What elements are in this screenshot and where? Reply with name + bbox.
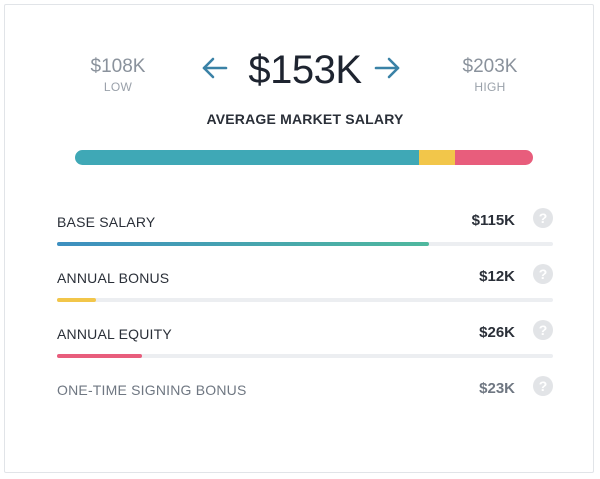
component-value: $26K: [479, 324, 515, 341]
question-mark-icon[interactable]: ?: [533, 208, 553, 228]
question-mark-icon[interactable]: ?: [533, 264, 553, 284]
component-value: $115K: [471, 212, 515, 229]
salary-card: $108K LOW $153K $203K HIGH AVERAGE MARKE…: [4, 4, 594, 473]
component-track: [57, 354, 553, 358]
component-value: $23K: [479, 380, 515, 397]
stacked-segment-base: [75, 150, 419, 165]
average-salary-value: $153K: [248, 48, 362, 92]
low-salary-label: LOW: [103, 80, 133, 94]
component-track: [57, 242, 553, 246]
component-row-annual-bonus: ANNUAL BONUS $12K ?: [57, 262, 553, 308]
salary-breakdown-bar: [75, 150, 533, 165]
question-mark-icon[interactable]: ?: [533, 376, 553, 396]
high-salary: $203K HIGH: [445, 55, 535, 95]
high-salary-value: $203K: [462, 56, 518, 77]
high-salary-label: HIGH: [474, 80, 506, 94]
component-fill: [57, 242, 430, 246]
stacked-segment-equity: [454, 150, 533, 165]
component-value: $12K: [479, 268, 515, 285]
component-label: ANNUAL BONUS: [57, 270, 170, 286]
arrow-right-icon[interactable]: [373, 53, 403, 83]
low-salary-value: $108K: [90, 56, 146, 77]
question-mark-icon[interactable]: ?: [533, 320, 553, 340]
component-row-annual-equity: ANNUAL EQUITY $26K ?: [57, 318, 553, 364]
component-label: ANNUAL EQUITY: [57, 326, 172, 342]
component-row-base-salary: BASE SALARY $115K ?: [57, 206, 553, 252]
component-track: [57, 298, 553, 302]
low-salary: $108K LOW: [73, 55, 163, 95]
component-label: BASE SALARY: [57, 214, 156, 230]
arrow-left-icon[interactable]: [199, 53, 229, 83]
component-label: ONE-TIME SIGNING BONUS: [57, 382, 247, 398]
component-fill: [57, 298, 96, 302]
average-salary-label: AVERAGE MARKET SALARY: [206, 111, 404, 127]
stacked-segment-bonus: [418, 150, 455, 165]
component-row-signing-bonus: ONE-TIME SIGNING BONUS $23K ?: [57, 374, 553, 420]
component-fill: [57, 354, 142, 358]
